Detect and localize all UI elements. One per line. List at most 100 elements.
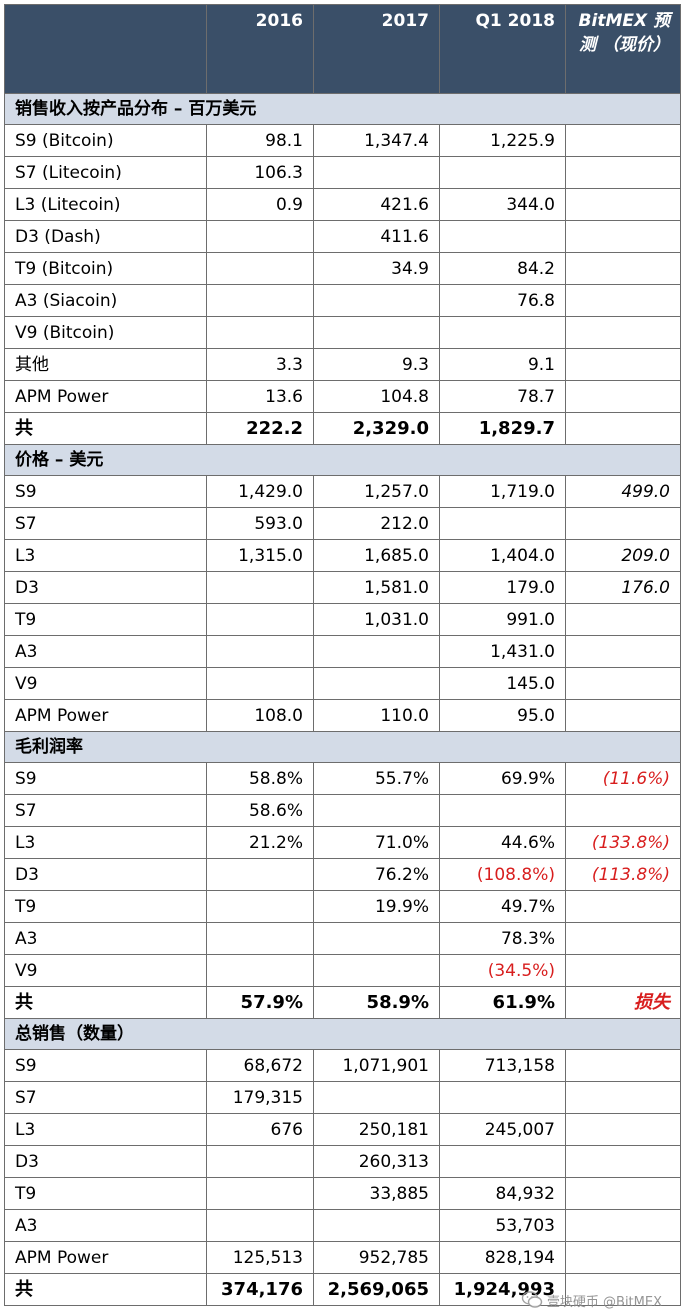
table-row: S9 (Bitcoin) 98.1 1,347.4 1,225.9	[4, 124, 681, 157]
cell-2017: 1,257.0	[313, 475, 440, 508]
cell-projection	[565, 1049, 681, 1082]
section-title: 总销售（数量）	[4, 1018, 681, 1050]
total-row: 共 374,176 2,569,065 1,924,993	[4, 1273, 681, 1306]
cell-q1-2018	[439, 1145, 566, 1178]
table-row: APM Power 13.6 104.8 78.7	[4, 380, 681, 413]
cell-2016: 106.3	[206, 156, 314, 189]
table-row: T9 19.9% 49.7%	[4, 890, 681, 923]
section-header: 销售收入按产品分布 – 百万美元	[4, 93, 681, 125]
cell-q1-2018: 95.0	[439, 699, 566, 732]
cell-2017: 104.8	[313, 380, 440, 413]
row-label: A3	[4, 635, 207, 668]
table-row: A3 53,703	[4, 1209, 681, 1242]
cell-q1-2018: 991.0	[439, 603, 566, 636]
cell-2016: 98.1	[206, 124, 314, 157]
cell-projection	[565, 220, 681, 253]
table-row: S7 593.0 212.0	[4, 507, 681, 540]
table-row: V9 145.0	[4, 667, 681, 700]
cell-2017: 110.0	[313, 699, 440, 732]
cell-2017: 2,569,065	[313, 1273, 440, 1306]
table-row: S9 1,429.0 1,257.0 1,719.0 499.0	[4, 475, 681, 508]
cell-q1-2018: 69.9%	[439, 762, 566, 795]
cell-2016	[206, 1209, 314, 1242]
cell-projection	[565, 922, 681, 955]
row-label: S7	[4, 507, 207, 540]
row-label: V9	[4, 667, 207, 700]
table-row: L3 1,315.0 1,685.0 1,404.0 209.0	[4, 539, 681, 572]
table-row: APM Power 108.0 110.0 95.0	[4, 699, 681, 732]
cell-projection	[565, 603, 681, 636]
cell-projection	[565, 1113, 681, 1146]
section-title: 价格 – 美元	[4, 444, 681, 476]
cell-2016	[206, 284, 314, 317]
cell-q1-2018: 245,007	[439, 1113, 566, 1146]
cell-projection	[565, 188, 681, 221]
cell-2017: 1,347.4	[313, 124, 440, 157]
row-label: T9	[4, 1177, 207, 1210]
table-row: 其他 3.3 9.3 9.1	[4, 348, 681, 381]
cell-projection: (133.8%)	[565, 826, 681, 859]
cell-q1-2018: 44.6%	[439, 826, 566, 859]
table-row: L3 21.2% 71.0% 44.6% (133.8%)	[4, 826, 681, 859]
table-row: A3 (Siacoin) 76.8	[4, 284, 681, 317]
financial-table: 2016 2017 Q1 2018 BitMEX 预测 （现价） 销售收入按产品…	[4, 4, 681, 1306]
cell-q1-2018: (108.8%)	[439, 858, 566, 891]
cell-projection	[565, 252, 681, 285]
row-label: APM Power	[4, 1241, 207, 1274]
total-row: 共 222.2 2,329.0 1,829.7	[4, 412, 681, 445]
header-row: 2016 2017 Q1 2018 BitMEX 预测 （现价）	[4, 4, 681, 94]
cell-q1-2018: 49.7%	[439, 890, 566, 923]
cell-2017: 1,071,901	[313, 1049, 440, 1082]
cell-2017: 212.0	[313, 507, 440, 540]
cell-projection	[565, 699, 681, 732]
table-row: APM Power 125,513 952,785 828,194	[4, 1241, 681, 1274]
cell-q1-2018: 84.2	[439, 252, 566, 285]
cell-projection	[565, 1177, 681, 1210]
cell-2016	[206, 220, 314, 253]
cell-projection	[565, 156, 681, 189]
header-label-cell	[4, 4, 207, 94]
cell-q1-2018: 713,158	[439, 1049, 566, 1082]
cell-q1-2018: 78.7	[439, 380, 566, 413]
cell-2016	[206, 858, 314, 891]
cell-projection: 176.0	[565, 571, 681, 604]
row-label: 共	[4, 412, 207, 445]
cell-2017: 952,785	[313, 1241, 440, 1274]
cell-2016: 108.0	[206, 699, 314, 732]
cell-projection	[565, 890, 681, 923]
cell-q1-2018: 1,404.0	[439, 539, 566, 572]
header-2017: 2017	[313, 4, 440, 94]
cell-2016: 374,176	[206, 1273, 314, 1306]
watermark-text: 壹块硬币 @BitMEX	[546, 1294, 662, 1310]
cell-2016: 3.3	[206, 348, 314, 381]
table-row: L3 (Litecoin) 0.9 421.6 344.0	[4, 188, 681, 221]
cell-projection: (113.8%)	[565, 858, 681, 891]
cell-2017: 71.0%	[313, 826, 440, 859]
cell-2016	[206, 252, 314, 285]
cell-projection	[565, 954, 681, 987]
cell-projection	[565, 507, 681, 540]
cell-2017	[313, 1209, 440, 1242]
cell-projection	[565, 412, 681, 445]
cell-projection	[565, 1081, 681, 1114]
cell-2016: 57.9%	[206, 986, 314, 1019]
row-label: D3	[4, 571, 207, 604]
cell-2016: 21.2%	[206, 826, 314, 859]
cell-2016: 58.8%	[206, 762, 314, 795]
row-label: A3	[4, 1209, 207, 1242]
section-header: 价格 – 美元	[4, 444, 681, 476]
row-label: S9 (Bitcoin)	[4, 124, 207, 157]
table-row: D3 260,313	[4, 1145, 681, 1178]
cell-2016	[206, 316, 314, 349]
row-label: L3 (Litecoin)	[4, 188, 207, 221]
table-row: S9 58.8% 55.7% 69.9% (11.6%)	[4, 762, 681, 795]
table-row: D3 (Dash) 411.6	[4, 220, 681, 253]
cell-projection	[565, 316, 681, 349]
cell-2017	[313, 284, 440, 317]
row-label: L3	[4, 1113, 207, 1146]
row-label: S7 (Litecoin)	[4, 156, 207, 189]
cell-q1-2018: 828,194	[439, 1241, 566, 1274]
row-label: D3 (Dash)	[4, 220, 207, 253]
cell-2017: 33,885	[313, 1177, 440, 1210]
cell-2017: 19.9%	[313, 890, 440, 923]
